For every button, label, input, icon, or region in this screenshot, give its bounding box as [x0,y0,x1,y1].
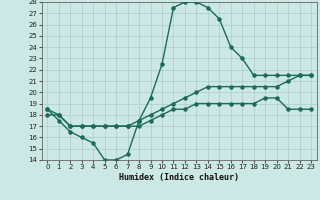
X-axis label: Humidex (Indice chaleur): Humidex (Indice chaleur) [119,173,239,182]
